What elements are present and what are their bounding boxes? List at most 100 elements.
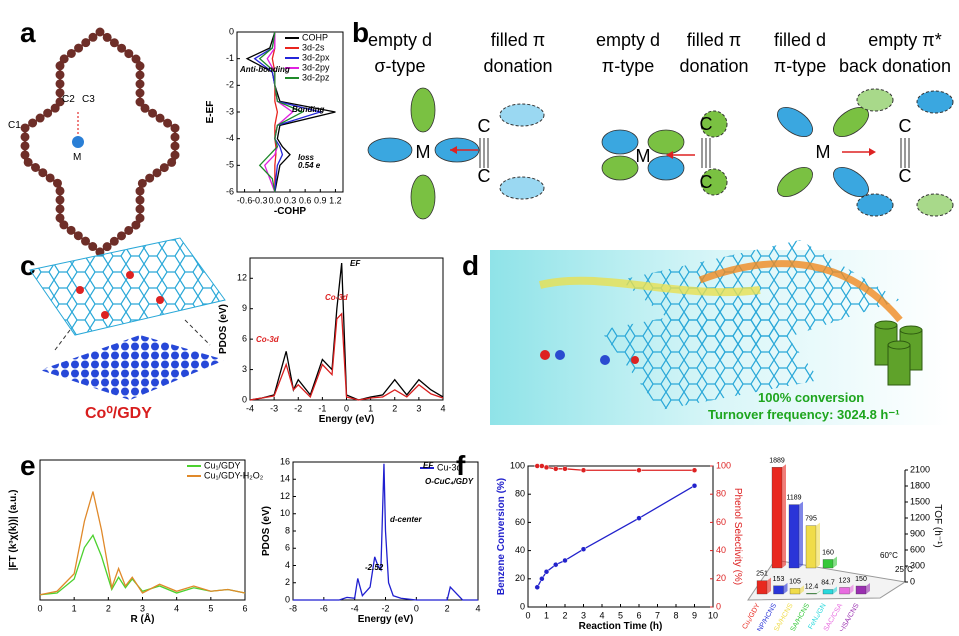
x-tick-label: 4	[599, 610, 604, 620]
data-line	[245, 31, 336, 193]
annotation: Co-3d	[256, 335, 280, 344]
atom-label: C	[700, 172, 713, 192]
x-tick-label: 9	[692, 610, 697, 620]
orbital-diagram: empty d σ-type filled π donation empty d…	[367, 30, 954, 220]
plot-frame	[527, 465, 714, 608]
x-tick-label: 5	[618, 610, 623, 620]
x-tick-label: 6	[636, 610, 641, 620]
structure-c: Co⁰/GDY	[29, 237, 226, 422]
series-label: 25°C	[895, 565, 913, 574]
x-tick-label: 1	[544, 610, 549, 620]
data-point	[636, 515, 642, 521]
caption: Co⁰/GDY	[85, 405, 152, 422]
y-tick-label: 2	[285, 577, 290, 587]
data-label: 123	[839, 577, 851, 584]
plot-frame	[39, 459, 246, 601]
bar-side	[799, 501, 803, 568]
y-tick-label: -1	[226, 53, 234, 63]
atom-label: M	[816, 142, 831, 162]
data-point	[539, 463, 545, 469]
bar-side	[816, 522, 820, 568]
legend-label: COHP	[302, 32, 328, 42]
data-line	[249, 312, 444, 401]
bar-side	[833, 556, 837, 568]
x-tick-label: -8	[289, 603, 297, 613]
atom-label: C	[478, 116, 491, 136]
annotation: -2.52	[365, 563, 384, 572]
x-tick-label: -3	[270, 403, 278, 413]
annotation: 0.54 e	[298, 161, 321, 170]
y2-tick-label: 100	[716, 460, 731, 470]
bar	[855, 585, 867, 595]
x-tick-label: 7	[655, 610, 660, 620]
x-axis-label: Reaction Time (h)	[579, 621, 663, 631]
diagram-text: back donation	[839, 56, 951, 76]
atom-label: C	[899, 116, 912, 136]
y-tick-label: 3	[242, 364, 247, 374]
atom-label: M	[73, 152, 81, 163]
x-tick-label: 0.9	[314, 195, 327, 205]
atom-label: M	[416, 142, 431, 162]
x-tick-label: 5	[208, 603, 213, 613]
y-axis-label: PDOS (eV)	[261, 506, 272, 556]
x-tick-label: 1	[368, 403, 373, 413]
y-tick-label: 100	[510, 460, 525, 470]
bar	[806, 593, 817, 595]
y-tick-label: 80	[515, 489, 525, 499]
data-point	[534, 463, 540, 469]
data-line	[537, 465, 695, 471]
bar	[805, 525, 817, 569]
annotation: Turnover frequency: 3024.8 h⁻¹	[708, 407, 900, 422]
legend-label: 3d-2px	[302, 52, 330, 62]
x-tick-label: -0.6	[237, 195, 253, 205]
annotation: 100% conversion	[758, 390, 864, 405]
data-label: 105	[789, 578, 801, 585]
y-tick-label: -6	[226, 186, 234, 196]
x-tick-label: 0.6	[299, 195, 312, 205]
data-point	[562, 557, 568, 564]
y-tick-label: -4	[226, 133, 234, 143]
x-tick-label: 3	[416, 403, 421, 413]
x-tick-label: -0.3	[252, 195, 268, 205]
y-tick-label: 60	[515, 517, 525, 527]
panel-label: a	[20, 17, 36, 48]
z-axis-label: TOF (h⁻¹)	[932, 504, 943, 547]
diagram-text: empty d	[596, 30, 660, 50]
data-point	[636, 467, 642, 473]
y-tick-label: 0	[520, 601, 525, 611]
x-tick-label: 0	[525, 610, 530, 620]
x-tick-label: 1.2	[329, 195, 342, 205]
bar-side	[782, 464, 786, 568]
atom-label: C	[478, 166, 491, 186]
x-axis-label: -COHP	[274, 206, 307, 217]
bar-side	[816, 590, 821, 594]
y-tick-label: 4	[285, 560, 290, 570]
x-tick-label: 0.3	[284, 195, 297, 205]
y-tick-label: -3	[226, 106, 234, 116]
x-tick-label: 0.0	[269, 195, 282, 205]
data-line	[39, 533, 246, 596]
y-tick-label: 40	[515, 545, 525, 555]
y-tick-label: -5	[226, 160, 234, 170]
y-tick-label: 14	[280, 474, 290, 484]
data-line	[264, 32, 294, 193]
bar	[789, 588, 801, 595]
data-point	[691, 467, 698, 473]
illustration-d: 100% conversion Turnover frequency: 3024…	[490, 240, 950, 425]
bar	[822, 559, 834, 569]
data-point	[534, 584, 540, 591]
panel-label: e	[20, 450, 36, 481]
y2-tick-label: 20	[716, 573, 726, 583]
data-line	[39, 491, 246, 596]
bar-side	[767, 577, 771, 594]
diagram-text: σ-type	[374, 56, 425, 76]
x-tick-label: 4	[475, 603, 480, 613]
x-tick-label: -2	[381, 603, 389, 613]
atom-label: C	[899, 166, 912, 186]
y-tick-label: 10	[280, 508, 290, 518]
data-label: 1189	[786, 495, 801, 502]
x-tick-label: 4	[440, 403, 445, 413]
annotation: d-center	[390, 515, 422, 524]
